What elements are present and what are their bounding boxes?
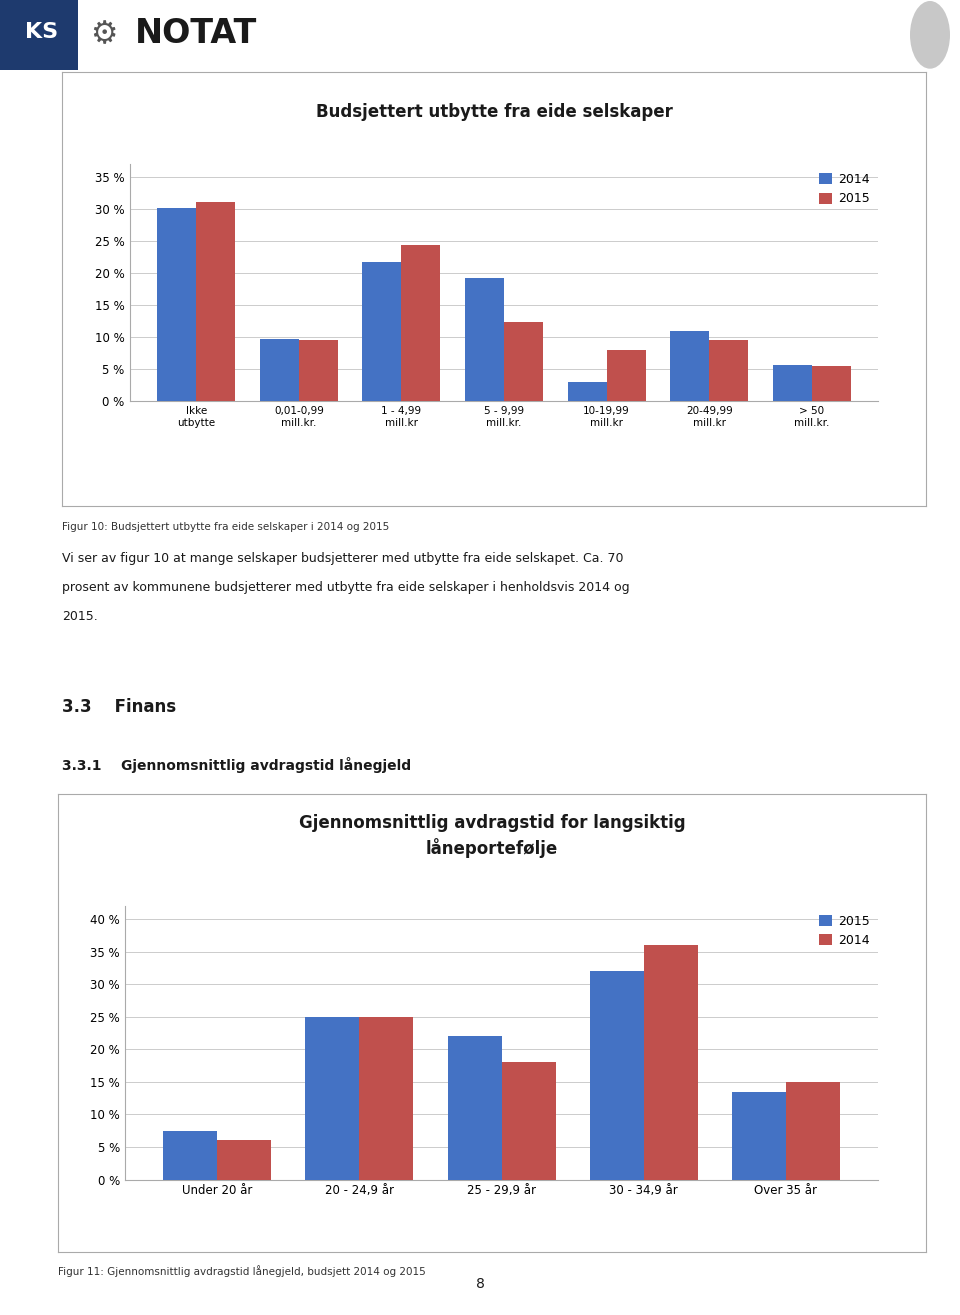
Bar (401, 245, 441, 401)
Bar (305, 1016, 359, 1180)
Bar (786, 1082, 840, 1180)
Bar (447, 1036, 501, 1180)
Ellipse shape (877, 1, 932, 68)
Bar (567, 381, 607, 401)
Bar (217, 1140, 272, 1180)
Bar (363, 262, 401, 401)
Bar (157, 208, 196, 401)
Text: Budsjettert utbytte fra eide selskaper: Budsjettert utbytte fra eide selskaper (316, 103, 673, 121)
Bar (732, 1091, 786, 1180)
Text: ⚙: ⚙ (90, 20, 117, 50)
Bar (465, 277, 504, 401)
Legend: 2015, 2014: 2015, 2014 (814, 910, 875, 952)
Text: Figur 11: Gjennomsnittlig avdragstid lånegjeld, budsjett 2014 og 2015: Figur 11: Gjennomsnittlig avdragstid lån… (58, 1265, 425, 1277)
Bar (812, 366, 851, 401)
Bar (299, 341, 338, 401)
Bar (644, 945, 698, 1180)
Ellipse shape (910, 1, 950, 68)
Text: prosent av kommunene budsjetterer med utbytte fra eide selskaper i henholdsvis 2: prosent av kommunene budsjetterer med ut… (62, 581, 630, 594)
Text: 2015.: 2015. (62, 610, 98, 623)
Bar (501, 1063, 556, 1180)
Bar (0, 0, 78, 70)
Text: Figur 10: Budsjettert utbytte fra eide selskaper i 2014 og 2015: Figur 10: Budsjettert utbytte fra eide s… (62, 522, 390, 533)
Bar (589, 972, 644, 1180)
Bar (260, 339, 299, 401)
Bar (670, 330, 709, 401)
Bar (504, 322, 543, 401)
Legend: 2014, 2015: 2014, 2015 (814, 168, 875, 210)
Bar (163, 1131, 217, 1180)
Text: NOTAT: NOTAT (135, 17, 257, 50)
Bar (359, 1016, 414, 1180)
Bar (709, 341, 748, 401)
Text: Vi ser av figur 10 at mange selskaper budsjetterer med utbytte fra eide selskape: Vi ser av figur 10 at mange selskaper bu… (62, 552, 624, 565)
Text: Gjennomsnittlig avdragstid for langsiktig
låneportefølje: Gjennomsnittlig avdragstid for langsikti… (299, 814, 685, 859)
Text: KS: KS (25, 22, 59, 42)
Text: 3.3    Finans: 3.3 Finans (62, 698, 177, 717)
Bar (196, 203, 235, 401)
Text: 3.3.1    Gjennomsnittlig avdragstid lånegjeld: 3.3.1 Gjennomsnittlig avdragstid lånegje… (62, 757, 412, 773)
Bar (773, 364, 812, 401)
Text: 8: 8 (475, 1277, 485, 1291)
Bar (607, 350, 645, 401)
